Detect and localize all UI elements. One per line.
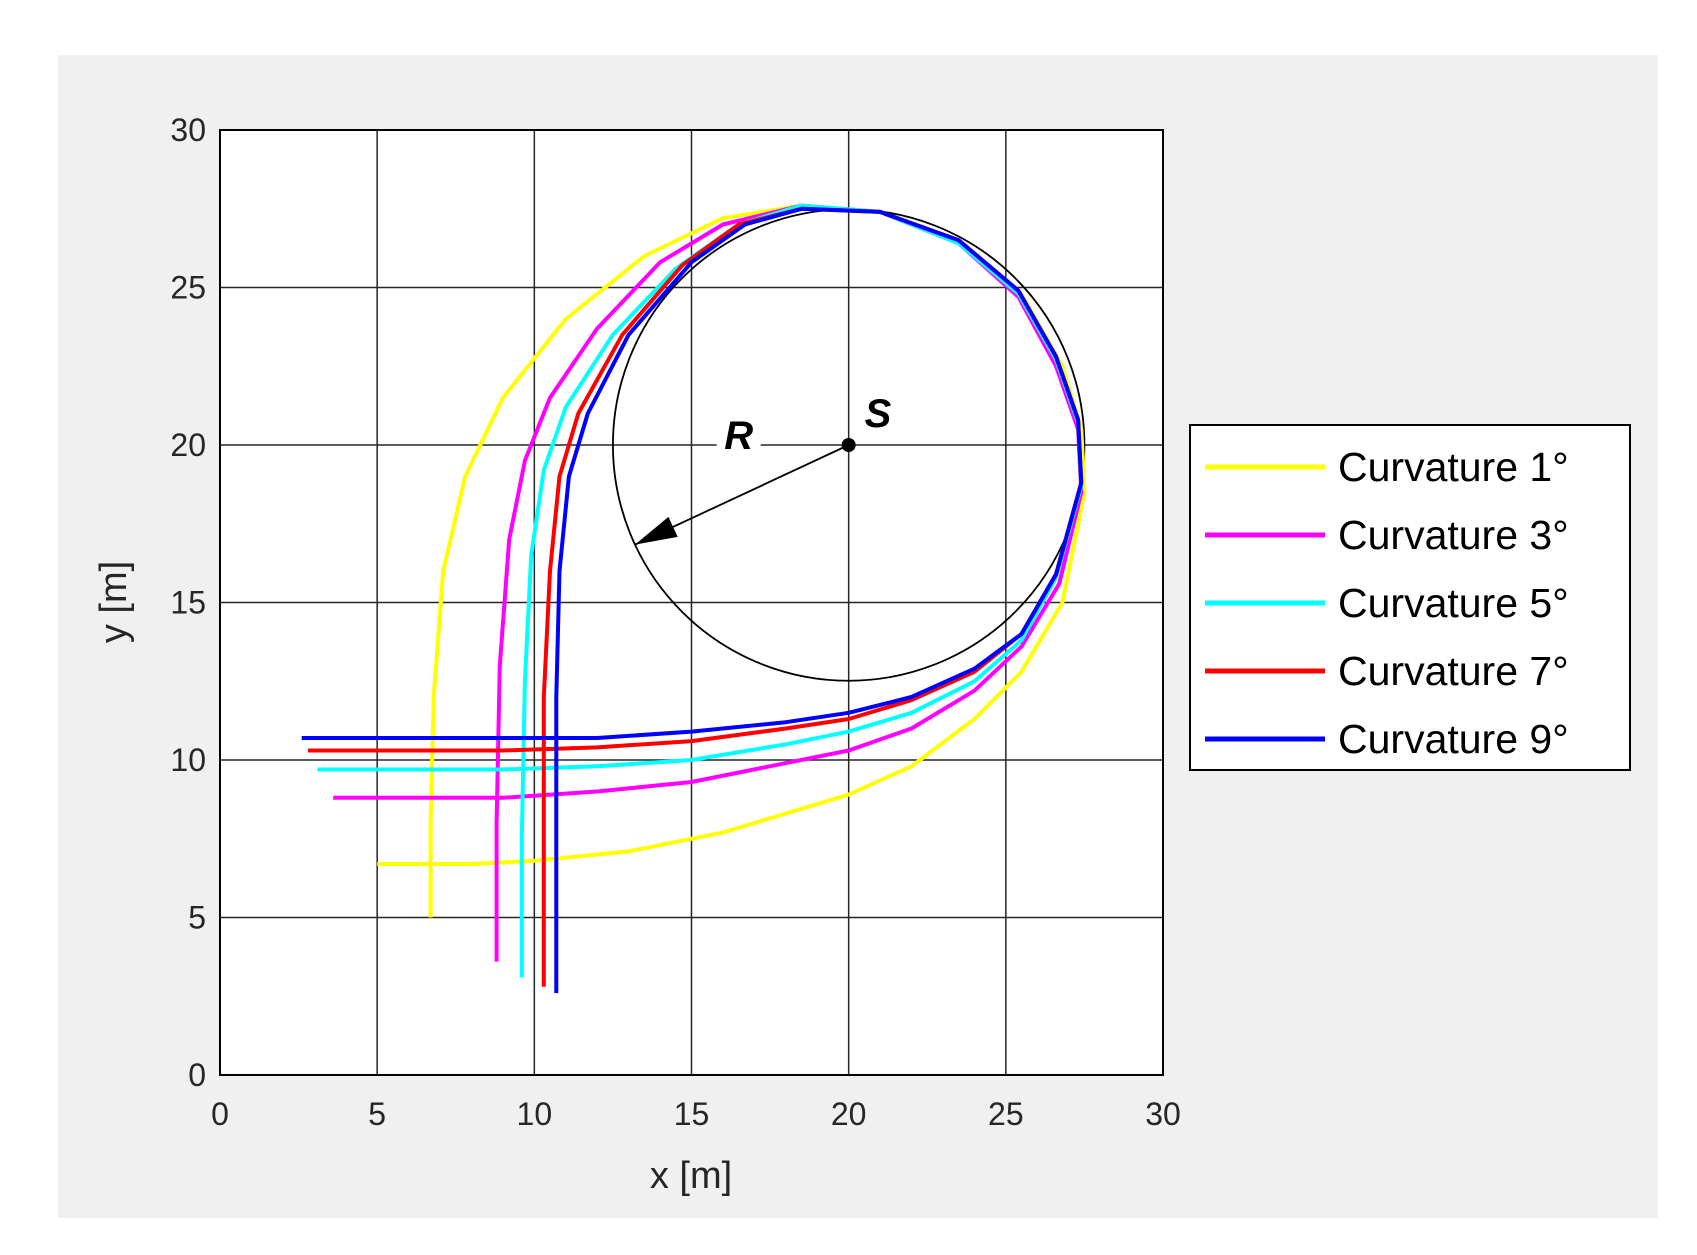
x-tick-label: 20 — [831, 1096, 867, 1132]
legend-label-4: Curvature 7° — [1338, 648, 1569, 694]
x-tick-label: 5 — [368, 1096, 386, 1132]
y-tick-label: 15 — [170, 585, 206, 621]
center-point — [841, 438, 856, 452]
series-line-2 — [333, 203, 1084, 962]
x-tick-label: 10 — [517, 1096, 553, 1132]
x-tick-label: 25 — [988, 1096, 1024, 1132]
x-tick-label: 15 — [674, 1096, 710, 1132]
y-tick-label: 30 — [170, 112, 206, 148]
legend-box — [1189, 424, 1631, 771]
annotation-r-background — [716, 409, 761, 457]
annotation-r: R — [724, 414, 753, 458]
y-tick-label: 10 — [170, 742, 206, 778]
radius-arrow-head — [635, 516, 678, 545]
series-layer — [301, 203, 1087, 994]
series-line-5 — [301, 206, 1084, 994]
y-tick-labels: 0 5 10 15 20 25 30 — [170, 112, 206, 1093]
y-tick-label: 5 — [188, 900, 206, 936]
legend-label-5: Curvature 9° — [1338, 716, 1569, 762]
y-tick-label: 0 — [188, 1057, 206, 1093]
y-axis-label: y [m] — [93, 561, 135, 643]
plot-frame — [219, 129, 1164, 1076]
x-tick-label: 30 — [1145, 1096, 1181, 1132]
x-tick-labels: 0 5 10 15 20 25 30 — [211, 1096, 1181, 1132]
legend: Curvature 1° Curvature 3° Curvature 5° Curv… — [1189, 424, 1631, 771]
legend-label-2: Curvature 3° — [1338, 512, 1569, 558]
y-tick-label: 20 — [170, 427, 206, 463]
x-tick-label: 0 — [211, 1096, 229, 1132]
y-tick-label: 25 — [170, 270, 206, 306]
legend-label-1: Curvature 1° — [1338, 444, 1569, 490]
legend-label-3: Curvature 5° — [1338, 580, 1569, 626]
annotations: SR — [634, 392, 892, 546]
series-line-1 — [377, 203, 1087, 918]
annotation-s: S — [865, 392, 892, 436]
x-axis-label: x [m] — [650, 1155, 732, 1197]
